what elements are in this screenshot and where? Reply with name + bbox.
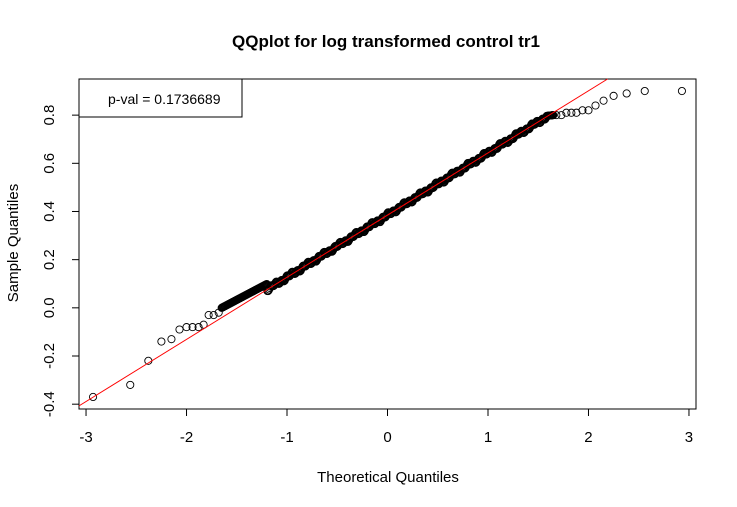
y-tick-label: 0.0	[41, 297, 58, 318]
data-point	[622, 89, 631, 98]
data-point	[167, 335, 176, 344]
x-tick-label: 1	[484, 429, 492, 446]
x-tick-label: 2	[584, 429, 592, 446]
y-tick-label: -0.2	[41, 343, 58, 369]
data-point	[677, 86, 686, 96]
legend-text: p-val = 0.1736689	[108, 91, 221, 107]
reference-line	[78, 78, 608, 407]
data-point	[599, 96, 608, 105]
y-tick-label: -0.4	[41, 391, 58, 417]
data-point	[182, 323, 191, 332]
data-point	[567, 108, 576, 117]
x-tick-label: -2	[180, 429, 193, 446]
data-point	[419, 188, 429, 197]
y-tick-label: 0.8	[41, 105, 58, 126]
data-point	[557, 111, 566, 120]
data-point	[562, 108, 571, 117]
y-tick-label: 0.4	[41, 201, 58, 222]
data-point	[89, 392, 98, 402]
data-point	[188, 323, 197, 332]
x-axis: -3 -2 -1 0 1 2 3	[79, 408, 693, 446]
y-tick-label: 0.2	[41, 249, 58, 270]
data-points	[89, 86, 686, 402]
x-tick-label: -3	[79, 429, 92, 446]
data-point	[403, 198, 413, 207]
y-axis-label: Sample Quantiles	[5, 184, 22, 302]
data-point	[157, 337, 166, 346]
data-point	[194, 323, 203, 332]
plot-area-frame	[78, 78, 697, 410]
x-tick-label: 3	[685, 429, 693, 446]
x-axis-label: Theoretical Quantiles	[317, 469, 459, 486]
y-tick-label: 0.6	[41, 153, 58, 174]
y-axis: -0.4 -0.2 0.0 0.2 0.4 0.6 0.8	[41, 105, 80, 417]
data-point	[578, 106, 587, 115]
chart-title: QQplot for log transformed control tr1	[232, 32, 540, 51]
data-point	[591, 101, 600, 110]
x-tick-label: 0	[383, 429, 391, 446]
x-tick-label: -1	[280, 429, 293, 446]
data-point	[584, 106, 593, 115]
data-point	[609, 91, 618, 100]
data-point	[126, 380, 135, 389]
data-point	[175, 325, 184, 334]
legend-box	[78, 78, 243, 118]
legend: p-val = 0.1736689	[78, 78, 243, 118]
data-point	[204, 311, 213, 320]
data-point	[640, 86, 649, 96]
data-point	[209, 311, 218, 320]
